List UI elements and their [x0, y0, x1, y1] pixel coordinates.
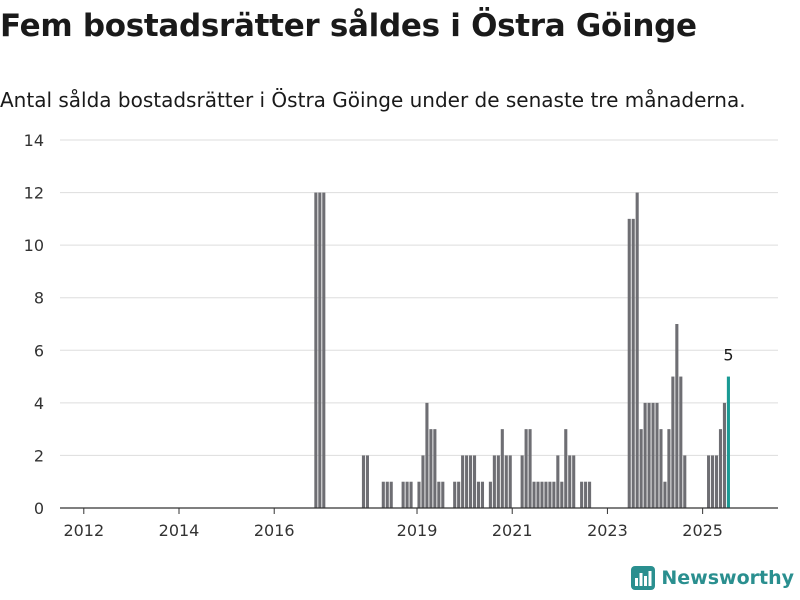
x-tick-label: 2025: [682, 521, 723, 540]
x-tick-label: 2023: [587, 521, 628, 540]
bar: [469, 455, 473, 508]
bar: [710, 455, 715, 508]
y-tick-label: 12: [24, 184, 44, 203]
bar: [655, 402, 659, 508]
bar: [441, 481, 445, 508]
bar: [572, 455, 576, 508]
bar: [560, 481, 564, 508]
bar: [417, 481, 421, 508]
bar: [409, 481, 413, 508]
y-tick-label: 2: [34, 446, 44, 465]
bar: [365, 455, 369, 508]
chart-title: Fem bostadsrätter såldes i Östra Göinge: [0, 8, 697, 44]
bar: [421, 455, 425, 508]
bar: [631, 218, 635, 508]
bar: [707, 455, 711, 508]
bar: [536, 481, 540, 508]
bar: [647, 402, 651, 508]
bar: [476, 481, 481, 508]
bar: [548, 481, 552, 508]
bar: [496, 455, 500, 508]
y-tick-label: 10: [24, 236, 44, 255]
data-label: 5: [723, 346, 733, 365]
bar: [528, 429, 532, 508]
bar: [722, 402, 726, 508]
bar: [663, 481, 667, 508]
bar: [453, 481, 457, 508]
y-tick-label: 8: [34, 289, 44, 308]
bar: [564, 429, 568, 508]
y-tick-label: 0: [34, 499, 44, 518]
bar: [488, 481, 492, 508]
bar: [627, 218, 631, 508]
bar: [580, 481, 584, 508]
bar: [556, 455, 560, 508]
bar: [552, 481, 556, 508]
bar: [314, 192, 318, 509]
bar: [524, 429, 528, 508]
bar: [508, 455, 512, 508]
y-tick-label: 14: [24, 131, 44, 150]
bar: [429, 429, 433, 508]
bar: [544, 481, 548, 508]
y-tick-label: 6: [34, 341, 44, 360]
bar: [381, 481, 385, 508]
bar: [433, 429, 437, 508]
bar: [667, 429, 671, 508]
bar: [588, 481, 592, 508]
bar: [405, 481, 409, 508]
x-tick-label: 2014: [159, 521, 200, 540]
bar: [714, 455, 719, 508]
bar: [568, 455, 572, 508]
bar: [492, 455, 496, 508]
bar: [651, 402, 655, 508]
bar: [540, 481, 544, 508]
bar: [461, 455, 465, 508]
x-tick-label: 2019: [397, 521, 438, 540]
bar: [520, 455, 524, 508]
x-tick-label: 2012: [63, 521, 104, 540]
bar: [683, 455, 687, 508]
bar: [726, 376, 730, 508]
bar: [322, 192, 326, 509]
bar: [635, 192, 639, 509]
bar: [472, 455, 477, 508]
bar: [425, 402, 429, 508]
bar: [718, 429, 723, 508]
bar: [532, 481, 536, 508]
chart-subtitle: Antal sålda bostadsrätter i Östra Göinge…: [0, 88, 746, 112]
y-tick-label: 4: [34, 394, 44, 413]
bar: [465, 455, 469, 508]
brand-logo: Newsworthy: [631, 566, 794, 590]
x-tick-label: 2016: [254, 521, 295, 540]
bar: [480, 481, 485, 508]
bar: [504, 455, 508, 508]
bar: [584, 481, 588, 508]
x-tick-label: 2021: [492, 521, 533, 540]
bar: [401, 481, 405, 508]
bar: [639, 429, 643, 508]
bar: [500, 429, 504, 508]
bar: [318, 192, 322, 509]
bar: [679, 376, 683, 508]
bar: [437, 481, 441, 508]
bar-chart: 0 2 4 6 8 10 12 14 5 2012 2014 2016 2019 2021 2023 2025: [24, 131, 778, 540]
bar: [385, 481, 389, 508]
bar: [675, 324, 679, 508]
bar: [643, 402, 647, 508]
brand-name: Newsworthy: [661, 567, 794, 589]
bar: [659, 429, 663, 508]
bar: [671, 376, 675, 508]
bar-chart-icon: [631, 566, 656, 590]
bar: [457, 481, 461, 508]
bar: [389, 481, 393, 508]
bar: [361, 455, 366, 508]
